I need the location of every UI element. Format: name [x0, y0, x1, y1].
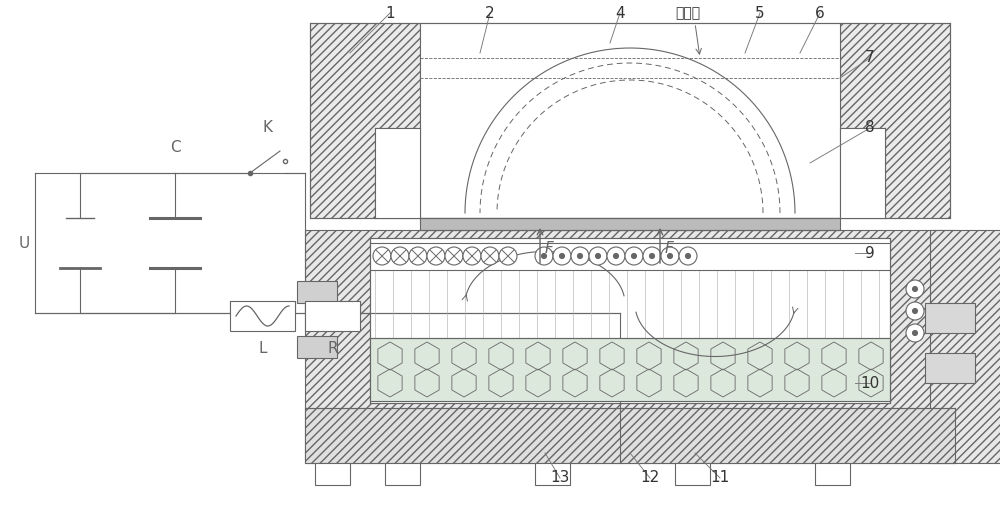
Text: 1: 1 [385, 6, 395, 21]
Circle shape [649, 253, 655, 259]
Circle shape [661, 247, 679, 265]
Bar [420, 23, 840, 218]
Circle shape [541, 253, 547, 259]
Circle shape [643, 247, 661, 265]
Circle shape [667, 253, 673, 259]
Text: 11: 11 [710, 470, 730, 485]
Circle shape [631, 253, 637, 259]
Bar [925, 303, 975, 333]
Circle shape [595, 253, 601, 259]
Bar [930, 230, 1000, 463]
Bar [297, 281, 337, 303]
Circle shape [589, 247, 607, 265]
Text: 冷却水: 冷却水 [675, 6, 701, 20]
Circle shape [912, 308, 918, 313]
Bar [310, 23, 420, 218]
Bar [230, 301, 295, 331]
Bar [375, 128, 420, 218]
Bar [840, 23, 950, 218]
Text: 8: 8 [865, 121, 875, 135]
Bar [305, 301, 360, 331]
Text: 13: 13 [550, 470, 570, 485]
Bar [925, 353, 975, 383]
Circle shape [499, 247, 517, 265]
Bar [370, 238, 890, 403]
Circle shape [625, 247, 643, 265]
Text: 12: 12 [640, 470, 660, 485]
Text: 2: 2 [485, 6, 495, 21]
Bar [297, 336, 337, 358]
Circle shape [445, 247, 463, 265]
Text: F: F [545, 241, 554, 256]
Circle shape [607, 247, 625, 265]
Bar [675, 463, 710, 485]
Text: 7: 7 [865, 50, 875, 66]
Bar [535, 463, 570, 485]
Circle shape [553, 247, 571, 265]
Text: R: R [327, 341, 338, 356]
Circle shape [906, 324, 924, 342]
Bar [385, 463, 420, 485]
Circle shape [912, 286, 918, 291]
Circle shape [535, 247, 553, 265]
Circle shape [559, 253, 565, 259]
Text: F: F [665, 241, 674, 256]
Bar [305, 408, 955, 463]
Text: 9: 9 [865, 246, 875, 261]
Circle shape [906, 302, 924, 320]
Circle shape [685, 253, 691, 259]
Bar [815, 463, 850, 485]
Circle shape [679, 247, 697, 265]
Bar [315, 463, 350, 485]
Circle shape [912, 330, 918, 336]
Circle shape [427, 247, 445, 265]
Text: K: K [262, 120, 272, 135]
Text: 5: 5 [755, 6, 765, 21]
Bar [420, 218, 840, 230]
Circle shape [481, 247, 499, 265]
Circle shape [373, 247, 391, 265]
Circle shape [463, 247, 481, 265]
Text: C: C [170, 140, 180, 155]
Bar [370, 338, 890, 401]
Bar [840, 128, 885, 218]
Circle shape [613, 253, 619, 259]
Text: U: U [19, 235, 30, 250]
Circle shape [577, 253, 583, 259]
Circle shape [906, 280, 924, 298]
Bar [305, 230, 955, 463]
Text: L: L [258, 341, 267, 356]
Text: 6: 6 [815, 6, 825, 21]
Circle shape [391, 247, 409, 265]
Circle shape [409, 247, 427, 265]
Text: 4: 4 [615, 6, 625, 21]
Text: 10: 10 [860, 376, 880, 390]
Circle shape [571, 247, 589, 265]
